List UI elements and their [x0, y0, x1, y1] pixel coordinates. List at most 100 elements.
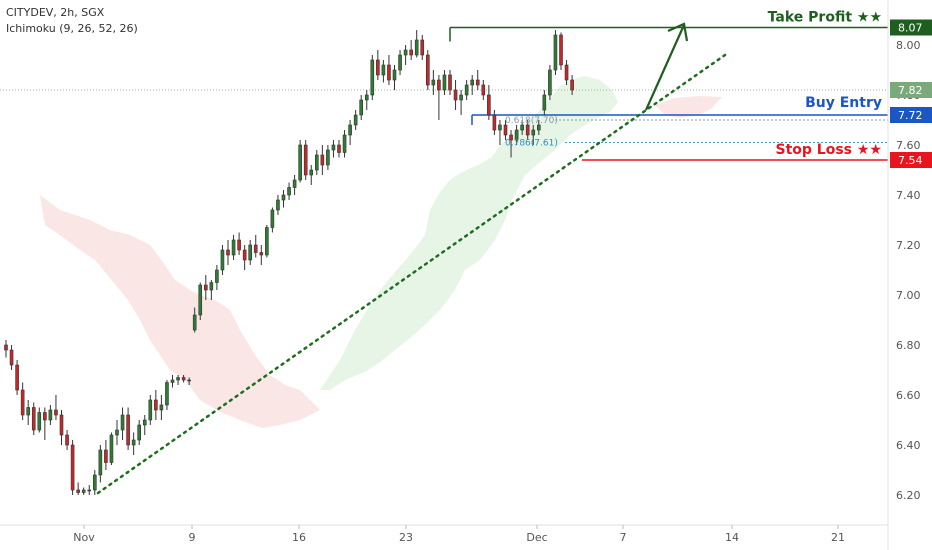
candle-body: [237, 239, 241, 251]
candle-body: [553, 34, 558, 71]
candle-body: [470, 79, 475, 86]
candle-body: [425, 54, 430, 86]
x-tick-label: 21: [831, 531, 845, 544]
candle-body: [131, 439, 136, 446]
take-profit-price-tag: 8.07: [898, 22, 923, 35]
candle-body: [9, 349, 14, 366]
candle-body: [514, 129, 519, 141]
y-tick-label: 7.60: [896, 139, 921, 152]
candle-body: [387, 64, 391, 81]
candle-body: [170, 379, 175, 383]
candle-body: [536, 124, 541, 131]
candle-body: [215, 269, 219, 283]
candle-body: [326, 149, 330, 166]
candle-body: [548, 69, 552, 96]
candle-body: [459, 94, 463, 101]
candle-body: [420, 39, 425, 56]
candle-body: [65, 434, 69, 446]
candle-body: [392, 69, 397, 81]
candle-body: [165, 382, 169, 406]
symbol-title: CITYDEV, 2h, SGX: [6, 6, 105, 19]
candle-body: [126, 414, 130, 446]
candle-body: [431, 79, 436, 86]
candle-body: [437, 79, 441, 91]
candle-body: [276, 199, 280, 211]
candle-body: [487, 94, 491, 116]
candle-body: [453, 89, 458, 101]
projection-arrow-shaft: [644, 24, 686, 111]
candle-body: [287, 187, 291, 196]
candle-body: [570, 79, 574, 91]
take-profit-price-tag-bg: [890, 19, 932, 36]
candle-body: [259, 252, 264, 256]
fib-618-label: 0.618(7.70): [505, 116, 558, 126]
candle-body: [37, 412, 42, 431]
candle-body: [298, 144, 302, 181]
candle-body: [159, 404, 164, 411]
candle-body: [525, 124, 530, 136]
candle-body: [20, 389, 25, 416]
candle-body: [265, 227, 269, 256]
y-tick-label: 7.00: [896, 289, 921, 302]
candle-body: [54, 409, 58, 416]
buy-entry-price-tag-bg: [890, 107, 932, 123]
candle-body: [109, 434, 114, 463]
x-tick-label: 14: [725, 531, 739, 544]
candle-body: [26, 407, 31, 416]
candle-body: [503, 124, 508, 136]
candle-body: [403, 49, 408, 56]
candle-body: [414, 39, 419, 56]
candle-body: [48, 409, 53, 421]
candle-body: [442, 74, 447, 91]
ichimoku-cloud-green: [320, 76, 618, 390]
ichimoku-cloud-red: [40, 195, 320, 428]
candle-body: [270, 209, 275, 228]
candle-body: [231, 239, 236, 256]
stop-loss-label: Stop Loss ★★: [776, 142, 882, 158]
candle-body: [93, 474, 97, 491]
candle-body: [398, 54, 402, 71]
candle-body: [209, 282, 214, 291]
buy-entry-label: Buy Entry: [805, 95, 882, 111]
candle-body: [204, 284, 208, 291]
candle-body: [370, 59, 375, 96]
candle-body: [559, 34, 563, 66]
candle-body: [309, 169, 314, 176]
candle-body: [148, 399, 153, 421]
candle-body: [342, 134, 347, 153]
y-tick-label: 6.80: [896, 339, 921, 352]
candle-body: [498, 124, 502, 131]
candle-body: [154, 399, 158, 411]
candle-body: [314, 154, 319, 171]
candle-body: [481, 84, 486, 96]
candle-body: [242, 249, 247, 261]
candle-body: [142, 419, 147, 426]
candle-body: [15, 364, 19, 391]
candle-body: [4, 344, 8, 351]
candle-body: [120, 414, 125, 431]
candle-body: [81, 489, 86, 493]
y-tick-label: 6.60: [896, 389, 921, 402]
candle-body: [542, 94, 547, 111]
candle-body: [531, 129, 536, 136]
candle-body: [104, 449, 108, 463]
candle-body: [320, 154, 325, 166]
candle-body: [192, 314, 197, 331]
y-tick-label: 8.00: [896, 39, 921, 52]
y-tick-label: 7.20: [896, 239, 921, 252]
candle-body: [331, 144, 336, 151]
candle-body: [376, 59, 380, 76]
ichimoku-cloud-red-future: [655, 96, 722, 118]
candle-body: [492, 114, 497, 131]
candle-body: [31, 407, 36, 431]
candle-body: [337, 144, 341, 153]
candle-body: [98, 449, 103, 476]
candle-body: [409, 49, 413, 56]
candle-body: [70, 444, 75, 491]
candle-body: [181, 377, 186, 381]
take-profit-label: Take Profit ★★: [768, 10, 882, 26]
candle-body: [303, 144, 308, 176]
candle-body: [520, 124, 524, 131]
candle-body: [292, 179, 297, 188]
